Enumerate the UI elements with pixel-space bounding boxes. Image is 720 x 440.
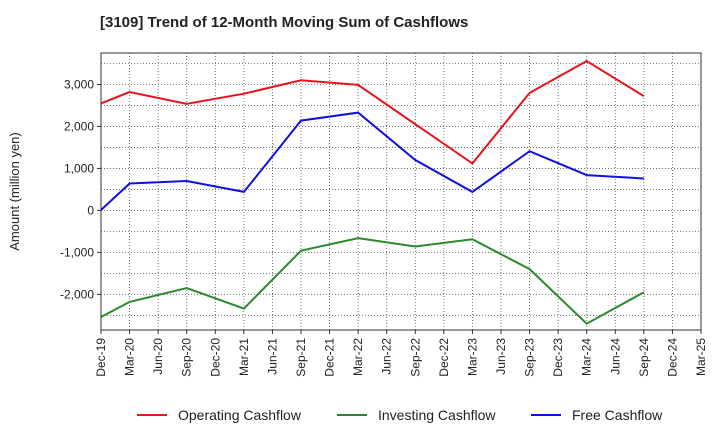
series-line-investing-cashflow [100,237,645,325]
y-tick-label: 0 [87,203,94,217]
x-tick-label: Jun-24 [608,338,622,375]
x-tick-label: Sep-23 [523,338,537,377]
x-tick-label: Jun-23 [494,338,508,375]
x-tick-label: Mar-25 [694,338,708,376]
y-tick-label: -2,000 [60,287,94,301]
chart-title: [3109] Trend of 12-Month Moving Sum of C… [100,14,469,31]
x-tick-label: Mar-23 [465,338,479,376]
y-tick-label: -1,000 [60,245,94,259]
x-tick-label: Dec-24 [665,338,679,377]
series-line-free-cashflow [100,111,644,211]
y-tick-label: 1,000 [64,161,94,175]
x-tick-label: Mar-24 [580,338,594,376]
x-tick-label: Dec-19 [94,338,108,377]
x-tick-label: Sep-21 [294,338,308,377]
plot-border [100,52,702,331]
y-axis-title: Amount (million yen) [7,132,22,251]
x-tick-label: Sep-22 [408,338,422,377]
legend-label: Free Cashflow [572,407,663,423]
x-tick-label: Jun-21 [265,338,279,375]
series-line-operating-cashflow [100,59,645,165]
x-tick-label: Jun-22 [380,338,394,375]
x-tick-label: Sep-20 [180,338,194,377]
x-tick-label: Dec-21 [323,338,337,377]
y-tick-label: 2,000 [64,119,94,133]
legend-label: Operating Cashflow [178,407,302,423]
x-tick-label: Sep-24 [637,338,651,377]
x-tick-label: Mar-20 [123,338,137,376]
y-tick-label: 3,000 [64,77,94,91]
x-tick-label: Jun-20 [151,338,165,375]
x-tick-label: Dec-23 [551,338,565,377]
plot-area [101,53,701,330]
x-tick-label: Mar-22 [351,338,365,376]
x-tick-label: Dec-20 [208,338,222,377]
legend-label: Investing Cashflow [378,407,496,423]
x-tick-label: Dec-22 [437,338,451,377]
x-tick-label: Mar-21 [237,338,251,376]
